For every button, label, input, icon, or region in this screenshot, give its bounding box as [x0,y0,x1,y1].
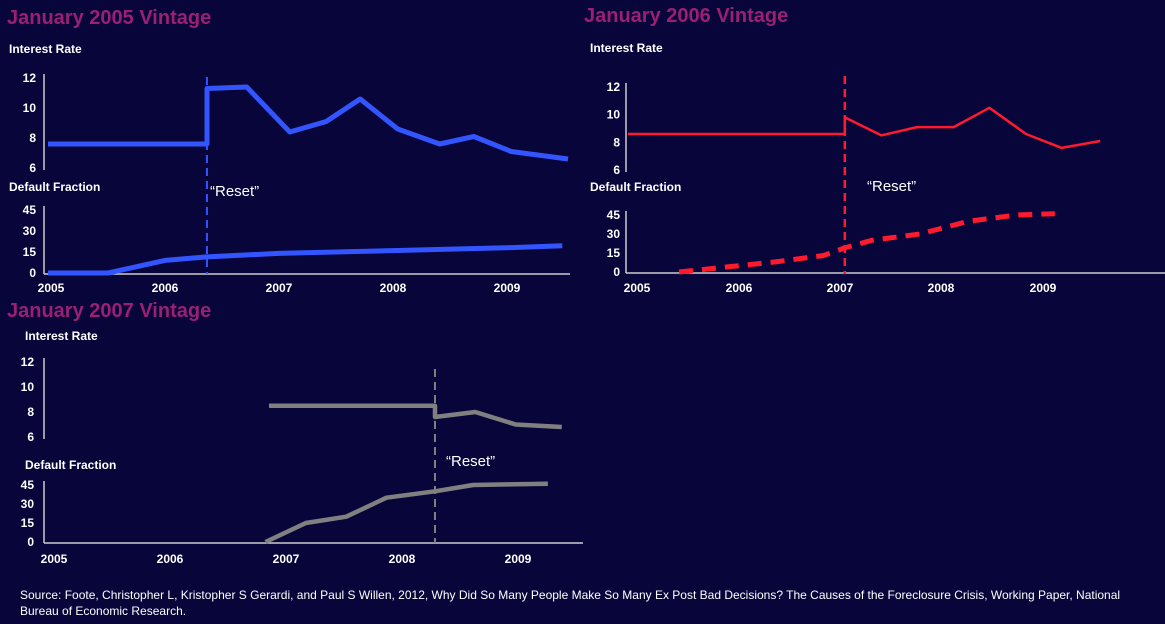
interest-rate-label-2005: Interest Rate [9,42,82,56]
reset-label-2006: “Reset” [867,178,916,195]
default-tick-label-2005: 30 [23,224,37,238]
default-tick-label-2005: 15 [23,245,37,259]
x-tick-label-2005: 2007 [266,281,293,295]
interest-rate-line-2006 [628,106,1101,150]
interest-rate-label-2007: Interest Rate [25,329,98,343]
reset-label-2005: “Reset” [210,183,259,200]
rate-tick-label-2007: 12 [21,355,35,369]
x-tick-label-2005: 2005 [38,281,65,295]
x-tick-label-2006: 2008 [928,281,955,295]
default-tick-label-2007: 30 [21,497,35,511]
x-tick-label-2007: 2007 [273,552,300,566]
default-fraction-line-2006 [678,211,1055,275]
default-tick-label-2007: 45 [21,478,35,492]
interest-rate-line-2005 [48,84,569,162]
default-tick-label-2007: 0 [27,535,34,549]
default-tick-label-2006: 0 [613,265,620,279]
rate-tick-label-2006: 6 [613,163,620,177]
x-tick-label-2007: 2005 [41,552,68,566]
x-tick-label-2007: 2006 [157,552,184,566]
default-fraction-label-2007: Default Fraction [25,458,117,472]
x-tick-label-2005: 2006 [152,281,179,295]
rate-tick-label-2006: 12 [607,80,621,94]
x-tick-label-2006: 2007 [827,281,854,295]
rate-tick-label-2005: 8 [29,131,36,145]
x-tick-label-2006: 2009 [1030,281,1057,295]
x-tick-label-2007: 2008 [389,552,416,566]
default-tick-label-2005: 45 [23,203,37,217]
rate-tick-label-2007: 6 [27,430,34,444]
default-tick-label-2006: 45 [607,208,621,222]
default-fraction-label-2005: Default Fraction [9,180,101,194]
rate-tick-label-2005: 6 [29,161,36,175]
rate-tick-label-2006: 8 [613,135,620,149]
rate-tick-label-2005: 12 [23,71,37,85]
x-tick-label-2007: 2009 [505,552,532,566]
default-tick-label-2006: 15 [607,246,621,260]
rate-tick-label-2006: 10 [607,108,621,122]
chart-title-2006: January 2006 Vintage [584,5,789,27]
x-tick-label-2005: 2008 [380,281,407,295]
interest-rate-line-2007 [269,403,562,430]
rate-tick-label-2007: 10 [21,380,35,394]
vintage-charts: 6 8 10 12 0 15 30 45 2005 2006 2007 2008 2009 “Reset”… [21,71,1165,566]
source-citation: Source: Foote, Christopher L, Kristopher… [20,588,1121,618]
default-fraction-line-2005 [48,243,563,276]
default-fraction-label-2006: Default Fraction [590,180,682,194]
rate-tick-label-2005: 10 [23,101,37,115]
default-tick-label-2007: 15 [21,516,35,530]
default-fraction-line-2007 [264,481,548,545]
default-tick-label-2005: 0 [29,266,36,280]
default-tick-label-2006: 30 [607,227,621,241]
x-tick-label-2006: 2006 [726,281,753,295]
x-tick-label-2006: 2005 [624,281,651,295]
reset-label-2007: “Reset” [446,453,495,470]
chart-title-2007: January 2007 Vintage [7,300,212,322]
interest-rate-label-2006: Interest Rate [590,41,663,55]
rate-tick-label-2007: 8 [27,405,34,419]
chart-title-2005: January 2005 Vintage [7,7,212,29]
x-tick-label-2005: 2009 [494,281,521,295]
